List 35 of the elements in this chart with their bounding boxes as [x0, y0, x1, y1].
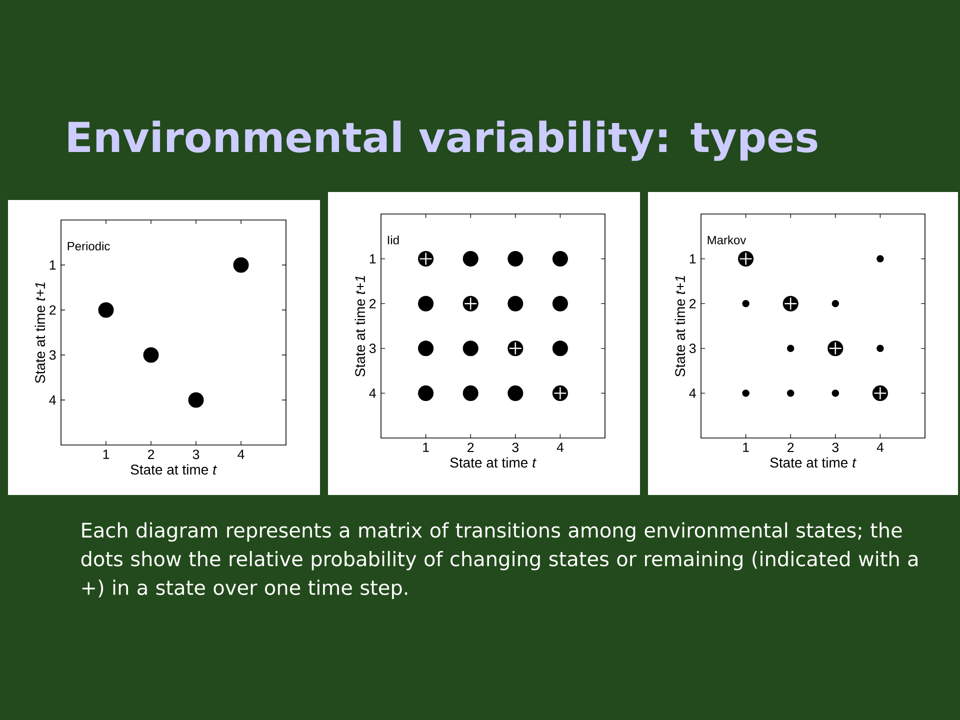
y-tick-label: 4	[689, 388, 696, 398]
x-tick-label: 1	[743, 442, 749, 452]
y-tick-label: 2	[370, 298, 376, 308]
y-axis-title: State at time t+1	[674, 276, 686, 377]
x-tick-label: 3	[512, 442, 519, 452]
y-axis-title: State at time t+1	[34, 282, 46, 384]
x-tick-label: 4	[238, 450, 244, 459]
x-tick-label: 1	[423, 442, 429, 452]
x-tick-label: 3	[832, 442, 839, 452]
y-tick-label: 1	[370, 254, 376, 264]
y-tick-label: 1	[50, 260, 56, 270]
x-axis-title: State at time t	[770, 457, 856, 468]
y-tick-label: 4	[49, 395, 56, 405]
annotation: Markov	[708, 236, 746, 244]
x-tick-label: 4	[876, 442, 884, 452]
y-tick-label: 3	[49, 350, 56, 360]
y-tick-label: 4	[369, 388, 376, 398]
y-tick-label: 1	[690, 254, 696, 264]
x-tick-label: 2	[788, 442, 794, 452]
x-axis-title: State at time t	[130, 464, 217, 475]
annotation: Iid	[388, 236, 399, 244]
x-tick-label: 3	[192, 450, 200, 460]
x-axis-title: State at time t	[450, 457, 536, 468]
y-tick-label: 3	[689, 344, 696, 354]
x-tick-label: 2	[148, 450, 154, 460]
x-tick-label: 1	[103, 450, 110, 459]
x-tick-label: 2	[468, 442, 474, 452]
text: Each diagram represents a matrix of transitions among environmental states; the dots show the relative probability of changing states or remaining (indicated with a +) in a state over one time step.	[81, 522, 918, 599]
annotation: Periodic	[68, 242, 110, 250]
y-tick-label: 2	[690, 298, 696, 308]
text: Environmental variability: types	[68, 120, 818, 161]
y-axis-title: State at time t+1	[354, 276, 366, 377]
y-tick-label: 2	[50, 305, 56, 315]
x-tick-label: 4	[556, 442, 564, 452]
y-tick-label: 3	[369, 344, 376, 354]
